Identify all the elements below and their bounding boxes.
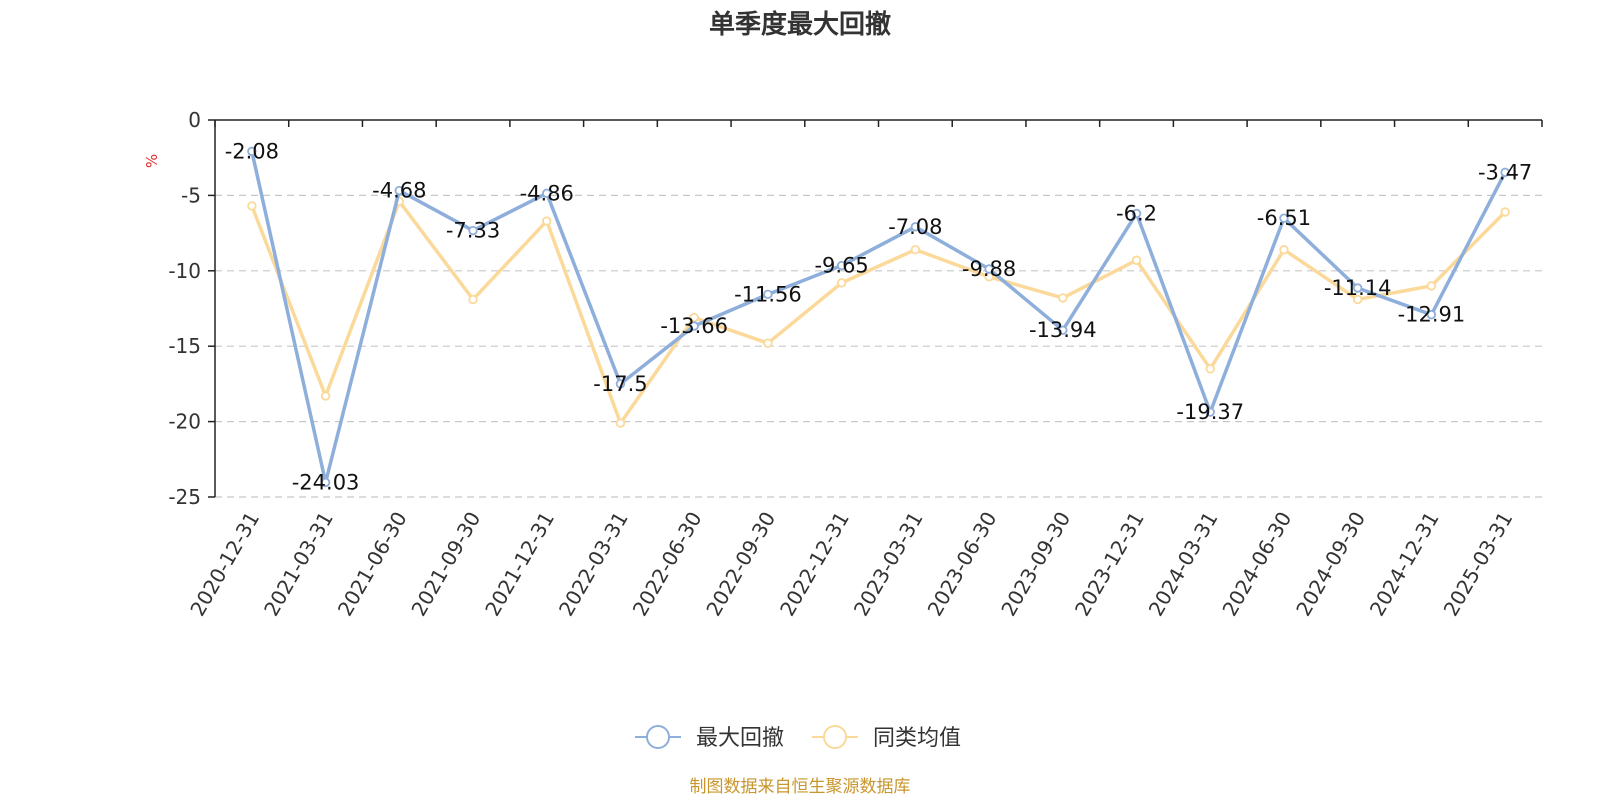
- y-tick-label-4: -20: [168, 410, 201, 434]
- data-label-9: -7.08: [888, 215, 942, 239]
- data-label-14: -6.51: [1257, 206, 1311, 230]
- legend-marker-1: [823, 725, 847, 749]
- x-tick-label-1: 2021-03-31: [259, 508, 338, 621]
- data-labels: -2.08-24.03-4.68-7.33-4.86-17.5-13.66-11…: [225, 139, 1533, 494]
- y-tick-label-1: -5: [181, 183, 201, 207]
- y-tick-label-2: -10: [168, 259, 201, 283]
- series-1-point-16: [1426, 281, 1437, 291]
- legend-item-0[interactable]: 最大回撤: [635, 725, 784, 751]
- data-label-6: -13.66: [660, 314, 728, 338]
- x-tick-label-3: 2021-09-30: [406, 508, 485, 621]
- series-0-point-2: [394, 185, 405, 196]
- series-1-point-0: [247, 201, 257, 211]
- x-tick-label-7: 2022-09-30: [701, 508, 780, 621]
- x-tick-label-8: 2022-12-31: [775, 508, 854, 621]
- series-1-point-13: [1205, 364, 1215, 374]
- x-tick-label-12: 2023-12-31: [1070, 508, 1149, 621]
- series-1-point-17: [1500, 207, 1510, 217]
- series-0-point-9: [910, 222, 921, 232]
- x-tick-label-0: 2020-12-31: [185, 508, 264, 621]
- x-tick-label-17: 2025-03-31: [1439, 508, 1518, 621]
- x-tick-label-5: 2022-03-31: [554, 508, 633, 621]
- series-1-point-14: [1279, 244, 1289, 255]
- data-label-8: -9.65: [814, 254, 868, 278]
- series-1-point-4: [542, 216, 552, 226]
- data-label-3: -7.33: [446, 219, 500, 243]
- legend-label-0: 最大回撤: [696, 726, 784, 751]
- series-0-point-14: [1279, 213, 1289, 223]
- data-label-15: -11.14: [1324, 276, 1392, 300]
- data-label-11: -13.94: [1029, 318, 1097, 342]
- x-tick-label-13: 2024-03-31: [1144, 508, 1223, 621]
- y-tick-label-3: -15: [168, 334, 201, 358]
- data-label-17: -3.47: [1478, 160, 1532, 184]
- series-1-point-11: [1058, 293, 1068, 303]
- series-0-point-3: [468, 225, 478, 236]
- series-0-point-1: [320, 477, 331, 488]
- series-1-point-12: [1131, 255, 1142, 265]
- y-tick-label-0: 0: [188, 108, 201, 132]
- data-label-16: -12.91: [1398, 303, 1466, 327]
- legend-item-1[interactable]: 同类均值: [812, 725, 961, 751]
- legend-marker-0: [646, 725, 670, 749]
- data-label-10: -9.88: [962, 257, 1016, 281]
- chart-title: 单季度最大回撤: [709, 9, 891, 40]
- series-1-point-9: [910, 244, 921, 255]
- series-0-point-12: [1131, 208, 1142, 219]
- data-label-5: -17.5: [593, 372, 647, 396]
- y-axis-unit: %: [143, 154, 161, 168]
- grid: [215, 194, 1542, 498]
- series-1-point-3: [468, 294, 478, 305]
- data-label-0: -2.08: [225, 139, 279, 163]
- series-line-1: [250, 199, 1507, 425]
- series-1-point-1: [320, 391, 331, 401]
- series-0-point-16: [1426, 309, 1437, 320]
- x-tick-label-6: 2022-06-30: [628, 508, 707, 621]
- series-0-point-5: [615, 379, 626, 389]
- series-0-point-10: [984, 264, 994, 274]
- series-1-point-8: [836, 278, 847, 288]
- data-label-12: -6.2: [1116, 201, 1157, 225]
- series-0-point-4: [542, 188, 552, 198]
- series-1-point-15: [1352, 294, 1363, 305]
- data-label-7: -11.56: [734, 282, 802, 306]
- x-tick-label-15: 2024-09-30: [1291, 508, 1370, 621]
- series-0-point-0: [247, 146, 257, 157]
- series-0-point-17: [1500, 167, 1510, 178]
- series-0-point-15: [1352, 283, 1363, 293]
- series-0-point-8: [836, 260, 847, 271]
- x-tick-label-4: 2021-12-31: [480, 508, 559, 621]
- y-tick-label-5: -25: [168, 485, 201, 509]
- x-tick-label-16: 2024-12-31: [1365, 508, 1444, 621]
- legend-label-1: 同类均值: [873, 726, 961, 751]
- series-1-point-5: [615, 418, 626, 428]
- source-note: 制图数据来自恒生聚源数据库: [690, 777, 911, 797]
- data-label-4: -4.86: [520, 181, 574, 205]
- x-tick-label-2: 2021-06-30: [333, 508, 412, 621]
- series-line-0: [250, 150, 1507, 485]
- x-tick-label-9: 2023-03-31: [849, 508, 928, 621]
- x-tick-label-10: 2023-06-30: [923, 508, 1002, 621]
- legend[interactable]: 最大回撤 同类均值: [635, 725, 961, 751]
- data-label-13: -19.37: [1176, 400, 1244, 424]
- data-label-2: -4.68: [372, 179, 426, 203]
- series-0-point-6: [689, 321, 699, 331]
- series-0-point-7: [763, 289, 773, 300]
- series-0-point-11: [1058, 325, 1068, 335]
- series-1-point-7: [763, 338, 773, 348]
- series: [247, 146, 1510, 488]
- x-tick-label-14: 2024-06-30: [1217, 508, 1296, 621]
- series-0-point-13: [1205, 407, 1215, 417]
- x-tick-label-11: 2023-09-30: [996, 508, 1075, 621]
- data-label-1: -24.03: [292, 470, 360, 494]
